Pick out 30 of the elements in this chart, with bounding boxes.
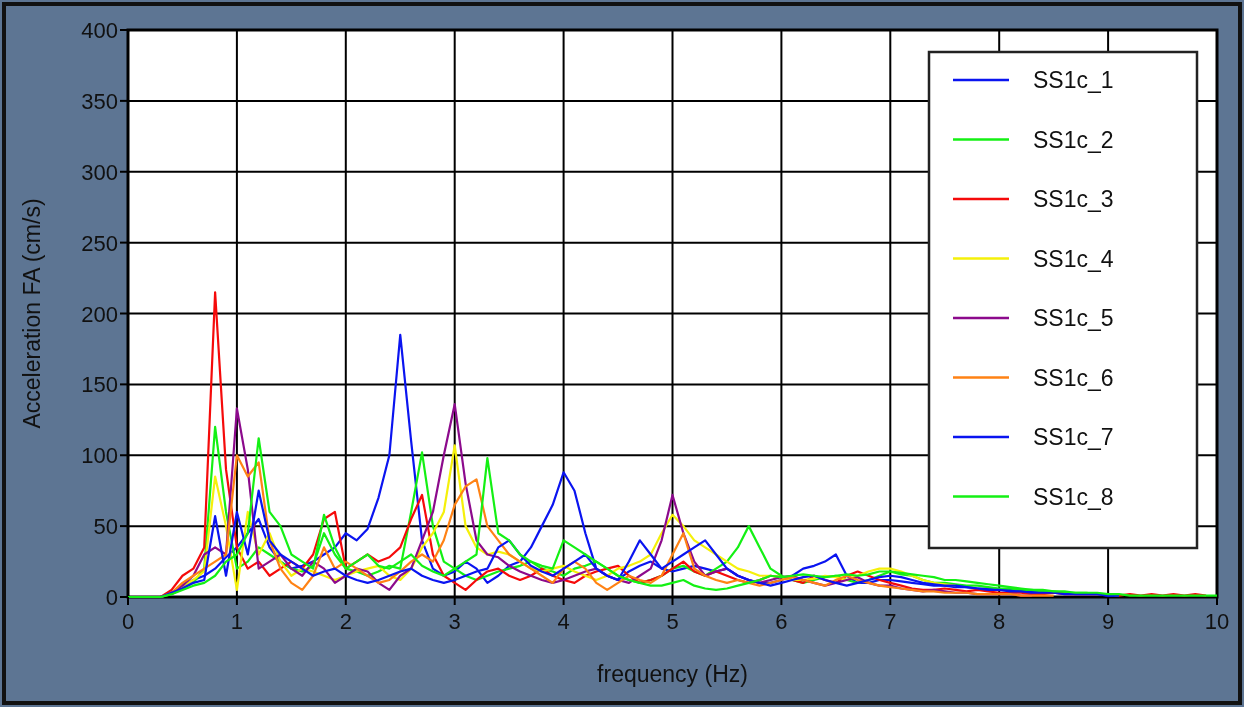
x-tick-label: 0 bbox=[121, 609, 135, 634]
y-tick-label: 200 bbox=[81, 301, 118, 327]
y-tick-label: 300 bbox=[81, 159, 118, 185]
y-tick-label: 400 bbox=[81, 18, 118, 43]
y-tick-label: 350 bbox=[81, 88, 118, 114]
y-axis-title: Acceleration FA (cm/s) bbox=[19, 198, 45, 429]
x-tick-label: 5 bbox=[666, 609, 679, 634]
legend-label: SS1c_8 bbox=[1033, 483, 1114, 510]
legend-label: SS1c_7 bbox=[1033, 424, 1114, 450]
x-tick-label: 3 bbox=[448, 609, 461, 634]
x-tick-label: 4 bbox=[557, 609, 570, 634]
legend-label: SS1c_1 bbox=[1033, 67, 1114, 93]
y-tick-label: 0 bbox=[105, 585, 118, 610]
x-tick-label: 10 bbox=[1204, 609, 1230, 634]
x-tick-label: 6 bbox=[775, 609, 788, 634]
legend-label: SS1c_5 bbox=[1033, 305, 1114, 331]
x-tick-label: 8 bbox=[993, 609, 1006, 634]
legend-label: SS1c_3 bbox=[1033, 186, 1114, 212]
x-tick-label: 1 bbox=[230, 609, 244, 634]
y-tick-label: 150 bbox=[81, 372, 118, 398]
x-tick-label: 9 bbox=[1101, 609, 1115, 634]
legend-label: SS1c_4 bbox=[1033, 245, 1114, 272]
legend-label: SS1c_2 bbox=[1033, 126, 1114, 153]
y-tick-label: 250 bbox=[81, 230, 118, 256]
y-tick-label: 50 bbox=[93, 514, 118, 540]
x-axis-title: frequency (Hz) bbox=[597, 661, 748, 687]
x-tick-label: 2 bbox=[339, 609, 352, 634]
legend-label: SS1c_6 bbox=[1033, 364, 1114, 391]
y-tick-label: 100 bbox=[81, 443, 118, 469]
x-tick-label: 7 bbox=[884, 609, 897, 634]
